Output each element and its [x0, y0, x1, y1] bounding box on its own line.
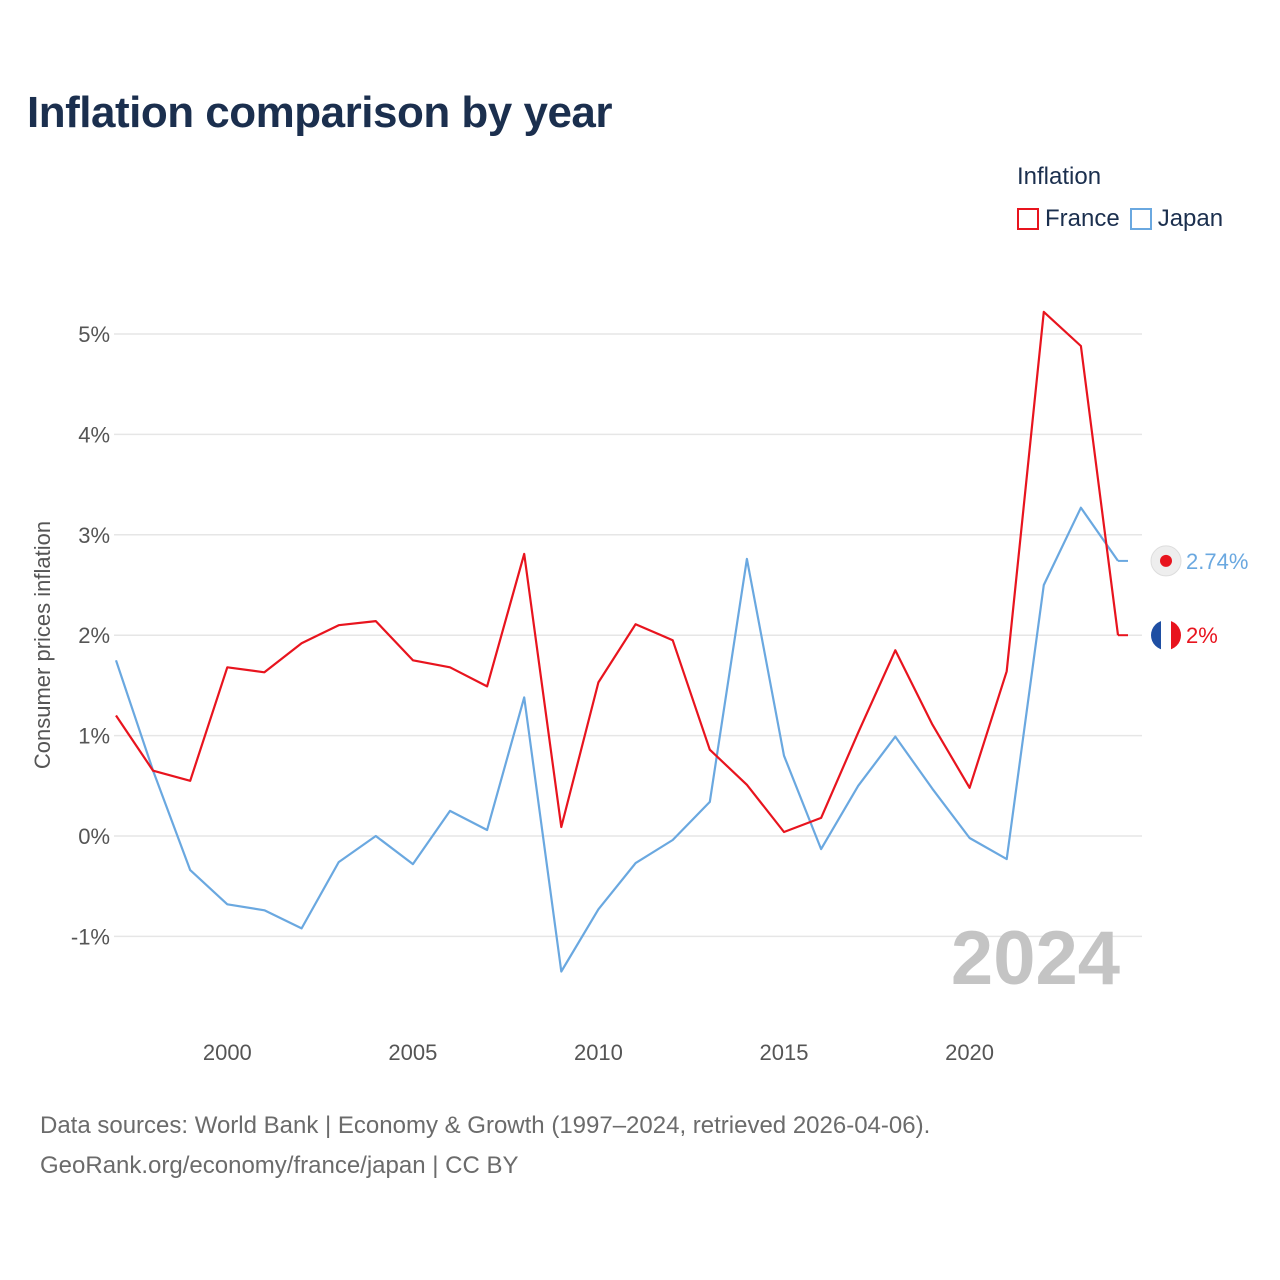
- y-tick-label: 4%: [78, 422, 110, 447]
- japan-end-label: 2.74%: [1186, 549, 1248, 574]
- japan-flag-icon: [1150, 545, 1182, 577]
- legend-item-japan[interactable]: Japan: [1129, 205, 1224, 233]
- y-tick-label: 2%: [78, 623, 110, 648]
- line-chart: -1% 0% 1% 2% 3% 4% 5% 2000 2005 2010 2015 2020 Con…: [30, 310, 1248, 1065]
- series-line-france[interactable]: [115, 310, 1120, 834]
- legend-item-france[interactable]: France: [1017, 205, 1120, 233]
- x-tick-label: 2000: [203, 1040, 252, 1065]
- chart-title: Inflation comparison by year: [27, 88, 613, 137]
- y-axis-ticks: -1% 0% 1% 2% 3% 4% 5%: [71, 322, 110, 949]
- y-tick-label: 0%: [78, 824, 110, 849]
- y-axis-label: Consumer prices inflation: [30, 521, 55, 769]
- france-end-label: 2%: [1186, 623, 1218, 648]
- y-tick-label: 3%: [78, 523, 110, 548]
- legend-swatch-japan: [1129, 208, 1152, 230]
- series-line-japan[interactable]: [114, 506, 1119, 973]
- footer-attribution[interactable]: GeoRank.org/economy/france/japan | CC BY: [40, 1152, 519, 1179]
- series-lines: [114, 310, 1128, 973]
- x-axis-ticks: 2000 2005 2010 2015 2020: [203, 1040, 994, 1065]
- legend-title: Inflation: [1017, 163, 1102, 190]
- footer-sources: Data sources: World Bank | Economy & Gro…: [40, 1112, 931, 1139]
- end-markers: 2.74% 2%: [1150, 545, 1248, 651]
- legend: France Japan: [1017, 205, 1233, 233]
- x-tick-label: 2005: [388, 1040, 437, 1065]
- year-watermark: 2024: [951, 916, 1120, 1001]
- legend-label-japan: Japan: [1157, 205, 1224, 232]
- x-tick-label: 2015: [760, 1040, 809, 1065]
- legend-swatch-france: [1017, 208, 1039, 230]
- x-tick-label: 2020: [945, 1040, 994, 1065]
- y-tick-label: -1%: [71, 924, 110, 949]
- footer: Data sources: World Bank | Economy & Gro…: [40, 1106, 930, 1186]
- x-tick-label: 2010: [574, 1040, 623, 1065]
- y-tick-label: 1%: [78, 724, 110, 749]
- y-tick-label: 5%: [78, 322, 110, 347]
- legend-label-france: France: [1045, 205, 1120, 232]
- france-flag-icon: [1151, 620, 1181, 651]
